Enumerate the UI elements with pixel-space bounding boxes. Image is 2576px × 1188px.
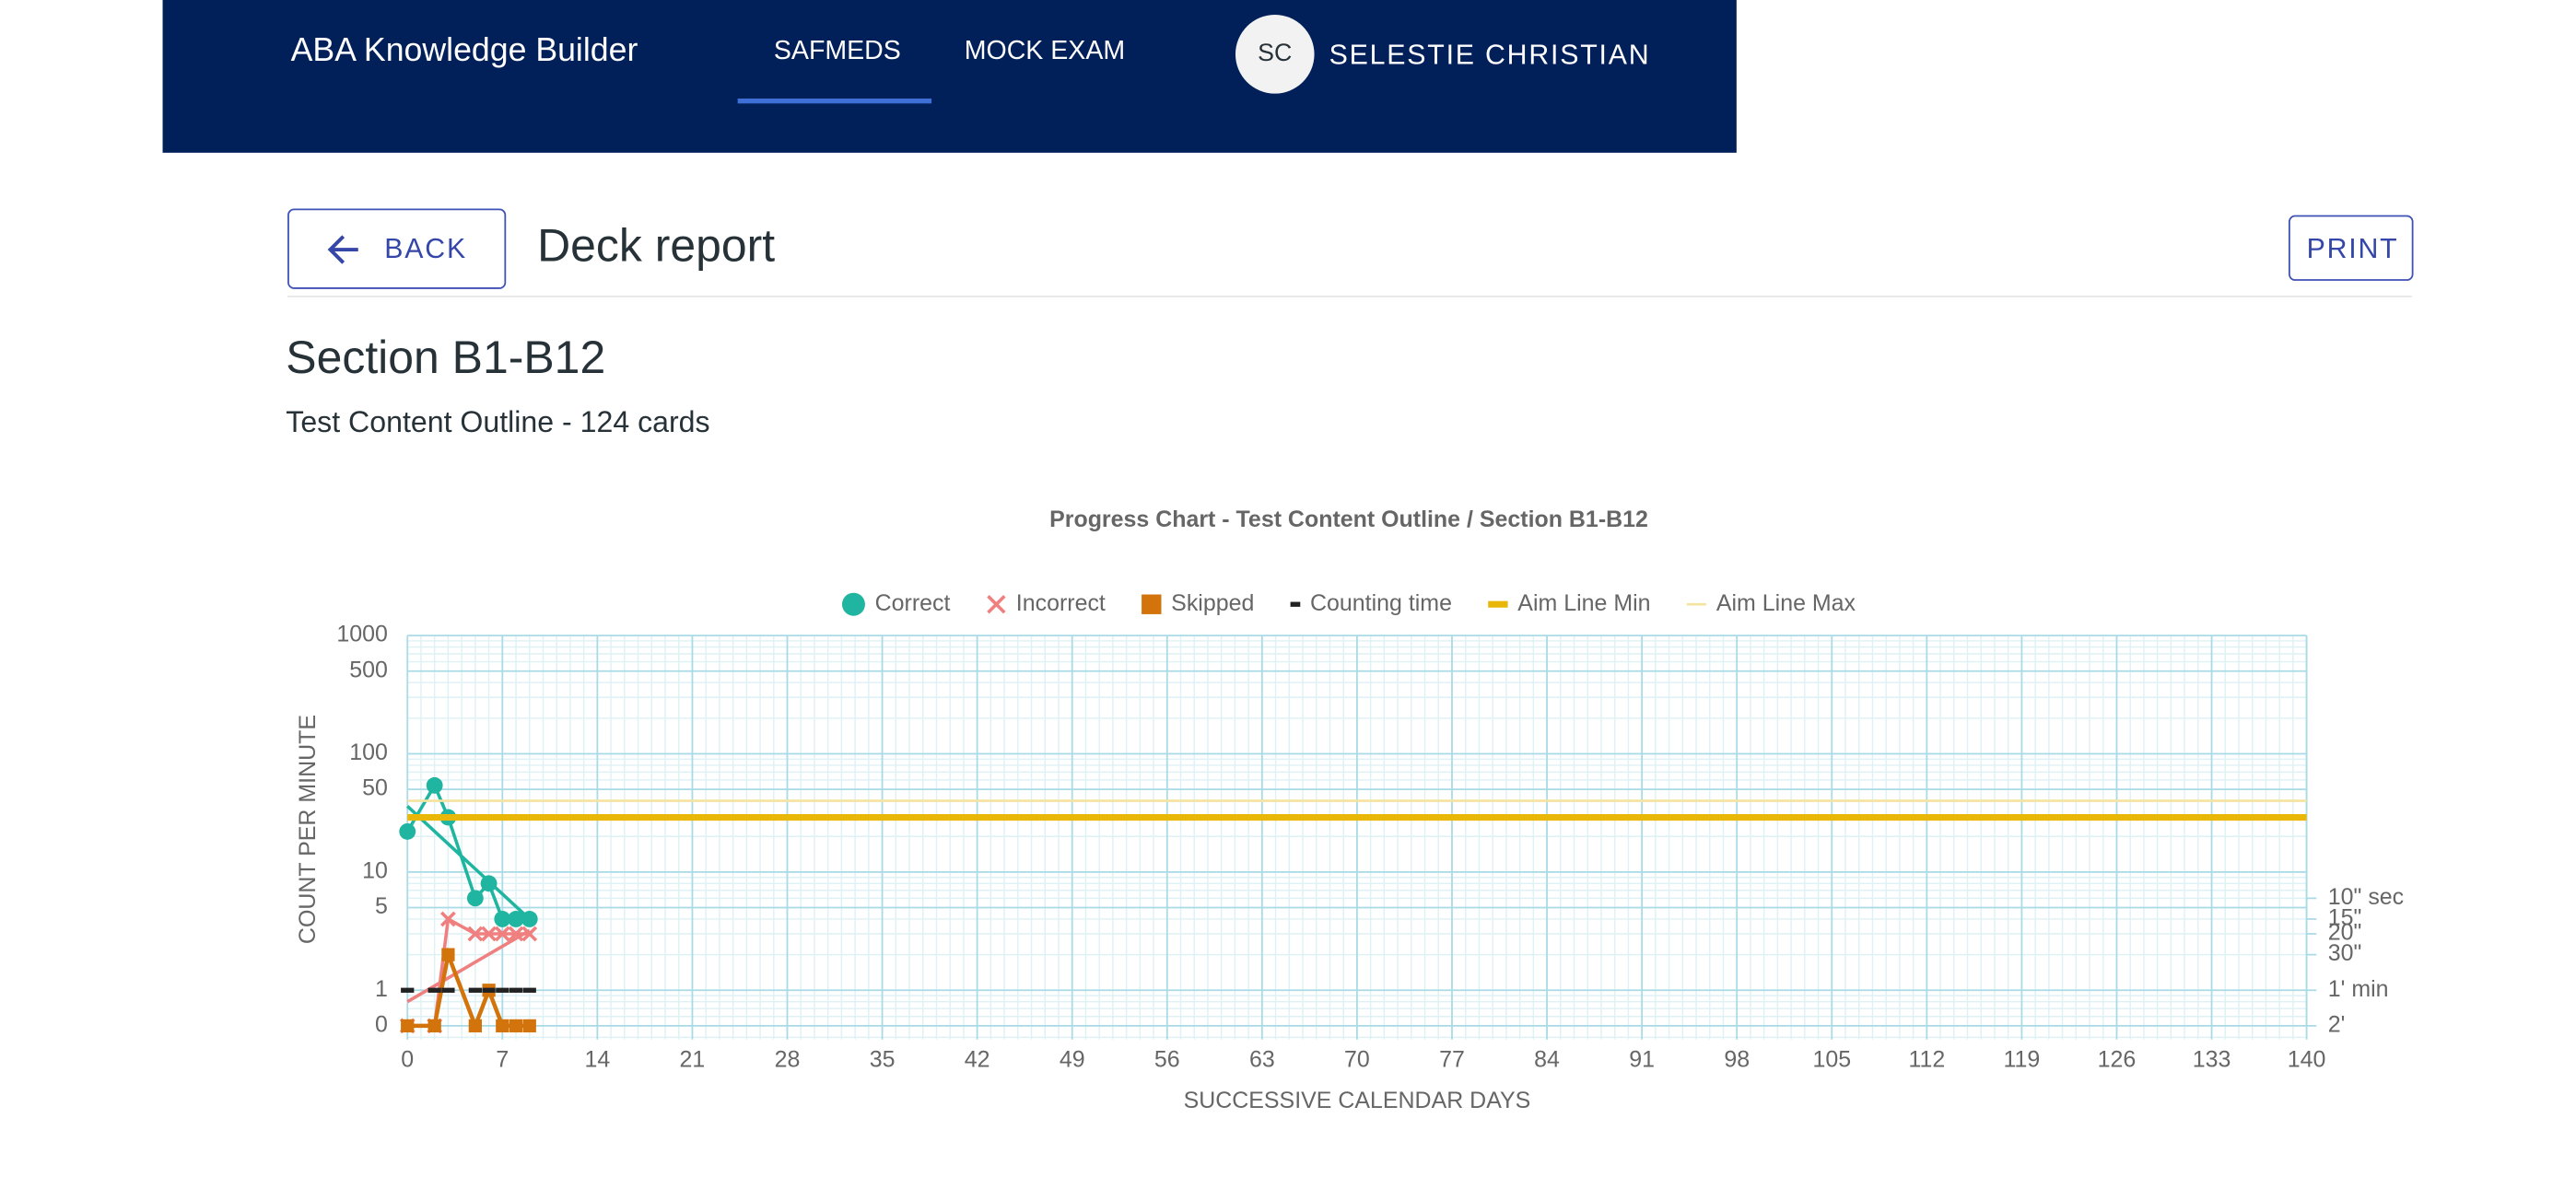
- x-tick-label: 126: [2098, 1047, 2137, 1073]
- avatar[interactable]: SC: [1235, 15, 1315, 94]
- x-tick-label: 84: [1534, 1047, 1560, 1073]
- section-subtitle: Test Content Outline - 124 cards: [286, 405, 710, 439]
- x-tick-label: 70: [1344, 1047, 1370, 1073]
- legend-label: Counting time: [1310, 590, 1452, 616]
- point: [521, 926, 538, 942]
- x-tick-label: 77: [1439, 1047, 1465, 1073]
- legend-item[interactable]: Correct: [841, 590, 951, 616]
- y-axis-title: COUNT PER MINUTE: [295, 715, 321, 944]
- point: [440, 911, 456, 927]
- point: [480, 875, 498, 892]
- nav-link[interactable]: SAFMEDS: [773, 38, 901, 66]
- point: [481, 926, 497, 942]
- point: [426, 776, 443, 794]
- legend: Correct Incorrect Skipped Counting time Aim …: [841, 590, 1856, 616]
- x-tick-label: 42: [965, 1047, 990, 1073]
- y2-tick-label: 10" sec: [2328, 884, 2404, 910]
- point: [522, 1019, 536, 1033]
- grid: [406, 635, 2308, 1040]
- y-tick-label: 100: [349, 740, 388, 765]
- y-tick-label: 0: [375, 1012, 388, 1038]
- x-tick-label: 0: [401, 1047, 414, 1073]
- point: [496, 1019, 509, 1033]
- x-tick-label: 56: [1154, 1047, 1180, 1073]
- x-tick-label: 119: [2004, 1047, 2041, 1073]
- print-button[interactable]: PRINT: [2288, 215, 2414, 281]
- legend-marker: [987, 595, 1006, 614]
- user-name[interactable]: SELESTIE CHRISTIAN: [1329, 39, 1651, 71]
- point: [509, 1019, 523, 1033]
- back-button[interactable]: BACK: [287, 208, 507, 289]
- point: [508, 911, 524, 927]
- trend-line: [406, 928, 531, 1004]
- legend-item[interactable]: Aim Line Max: [1686, 590, 1856, 616]
- y2-tick-label: 30": [2328, 940, 2362, 966]
- divider: [287, 295, 2412, 297]
- legend-label: Skipped: [1171, 590, 1254, 616]
- legend-label: Incorrect: [1016, 590, 1106, 616]
- legend-item[interactable]: Skipped: [1142, 590, 1254, 616]
- y-tick-label: 10: [362, 857, 388, 883]
- legend-item[interactable]: Aim Line Min: [1488, 590, 1651, 616]
- nav-link[interactable]: MOCK EXAM: [964, 38, 1126, 66]
- x-tick-label: 112: [1908, 1047, 1945, 1073]
- x-axis-title: SUCCESSIVE CALENDAR DAYS: [1184, 1088, 1531, 1113]
- point: [401, 1019, 415, 1033]
- x-tick-label: 28: [775, 1047, 801, 1073]
- y-tick-label: 5: [375, 893, 388, 919]
- point: [494, 911, 511, 927]
- x-tick-label: 91: [1629, 1047, 1655, 1073]
- x-tick-label: 35: [870, 1047, 896, 1073]
- legend-marker: [841, 592, 865, 616]
- series: [399, 776, 538, 927]
- x-tick-label: 98: [1724, 1047, 1750, 1073]
- x-tick-label: 14: [584, 1047, 610, 1073]
- print-label: PRINT: [2306, 233, 2399, 265]
- point: [508, 926, 524, 942]
- y2-tick-label: 1' min: [2328, 976, 2389, 1002]
- y-tick-label: 1000: [336, 622, 388, 647]
- section-title: Section B1-B12: [286, 332, 606, 383]
- x-tick-label: 63: [1249, 1047, 1275, 1073]
- legend-label: Aim Line Max: [1716, 590, 1856, 616]
- active-indicator: [737, 98, 932, 104]
- legend-item[interactable]: Incorrect: [987, 590, 1106, 616]
- trend-line: [406, 805, 531, 921]
- point: [466, 890, 484, 907]
- x-tick-label: 133: [2193, 1047, 2231, 1073]
- point: [468, 1019, 482, 1033]
- legend-item[interactable]: Counting time: [1290, 590, 1452, 616]
- x-tick-label: 49: [1060, 1047, 1085, 1073]
- point: [521, 911, 538, 927]
- chart-title: Progress Chart - Test Content Outline / …: [1049, 507, 1648, 532]
- x-tick-label: 21: [680, 1047, 706, 1073]
- brand[interactable]: ABA Knowledge Builder: [290, 32, 638, 69]
- y2-tick-label: 20": [2328, 920, 2362, 946]
- legend-label: Aim Line Min: [1517, 590, 1650, 616]
- point: [467, 926, 484, 942]
- series: [401, 947, 536, 1033]
- y-tick-label: 500: [349, 657, 388, 682]
- legend-marker: [1142, 594, 1162, 614]
- navbar: ABA Knowledge Builder SAFMEDS MOCK EXAM …: [162, 0, 1737, 153]
- y-tick-label: 50: [362, 775, 388, 801]
- x-tick-label: 7: [496, 1047, 509, 1073]
- point: [441, 948, 455, 961]
- x-tick-label: 140: [2288, 1047, 2326, 1073]
- back-label: BACK: [384, 233, 467, 265]
- y-tick-label: 1: [375, 976, 388, 1002]
- x-tick-label: 105: [1812, 1047, 1851, 1073]
- page-title: Deck report: [537, 219, 776, 272]
- point: [399, 822, 416, 840]
- y2-tick-label: 2': [2328, 1012, 2346, 1038]
- y2-tick-label: 15": [2328, 905, 2362, 931]
- back-arrow: [327, 235, 358, 264]
- point: [494, 926, 510, 942]
- point: [427, 1019, 441, 1033]
- legend-label: Correct: [875, 590, 951, 616]
